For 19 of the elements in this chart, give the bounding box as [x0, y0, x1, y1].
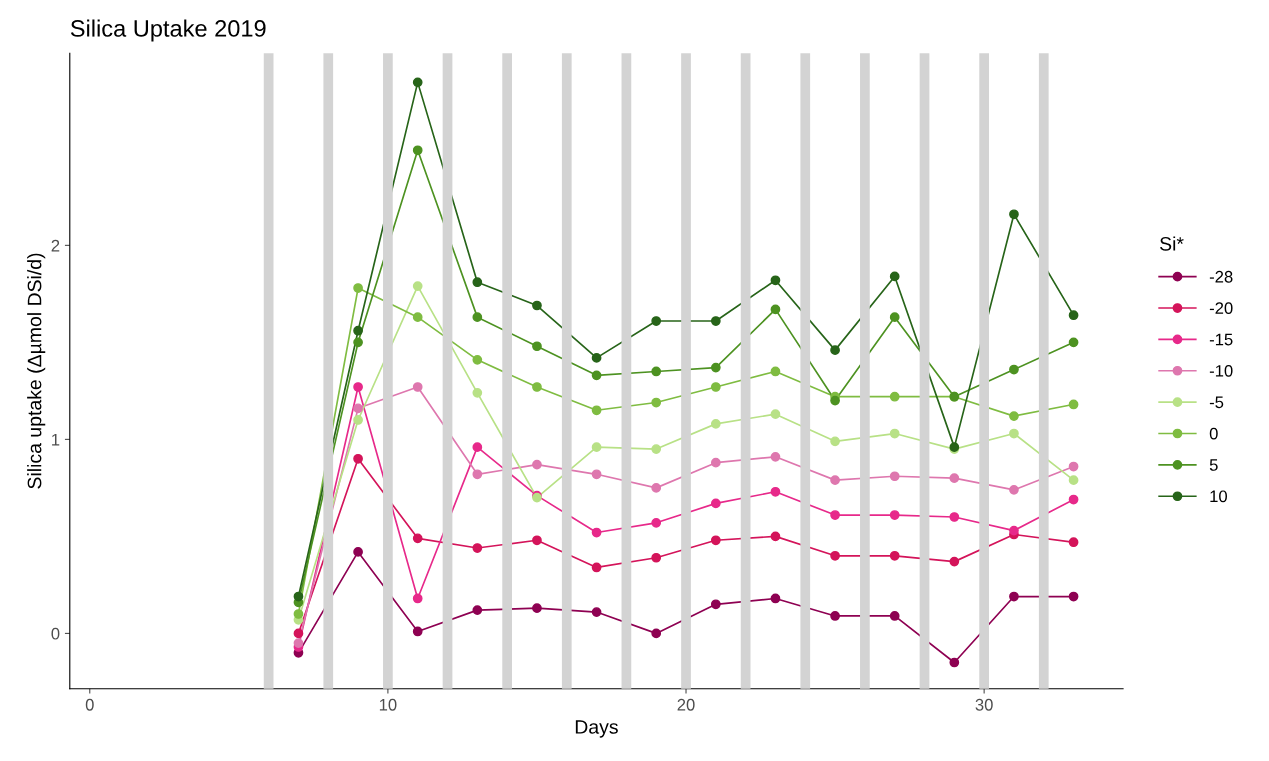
y-tick-label: 1 [52, 433, 60, 446]
y-tick-label: 2 [51, 239, 60, 252]
y-axis-title: Silica uptake (Δµmol DSi/d) [27, 253, 46, 489]
legend-label: -5 [1209, 396, 1224, 409]
x-tick-label: 20 [677, 698, 695, 711]
legend-label: 5 [1209, 459, 1218, 471]
x-tick-label: 30 [975, 698, 993, 711]
chart-title: Silica Uptake 2019 [70, 19, 266, 42]
legend-title: Si* [1160, 236, 1184, 251]
legend-label: -15 [1209, 333, 1233, 346]
y-tick-label: 0 [51, 627, 60, 640]
legend-label: 10 [1210, 490, 1228, 503]
legend-label: 0 [1209, 427, 1218, 440]
x-tick-label: 0 [85, 698, 94, 711]
legend-label: -10 [1209, 364, 1233, 377]
x-tick-label: 10 [379, 698, 397, 711]
legend-label: -20 [1209, 302, 1233, 315]
x-axis-title: Days [575, 720, 618, 738]
legend-label: -28 [1209, 270, 1233, 283]
